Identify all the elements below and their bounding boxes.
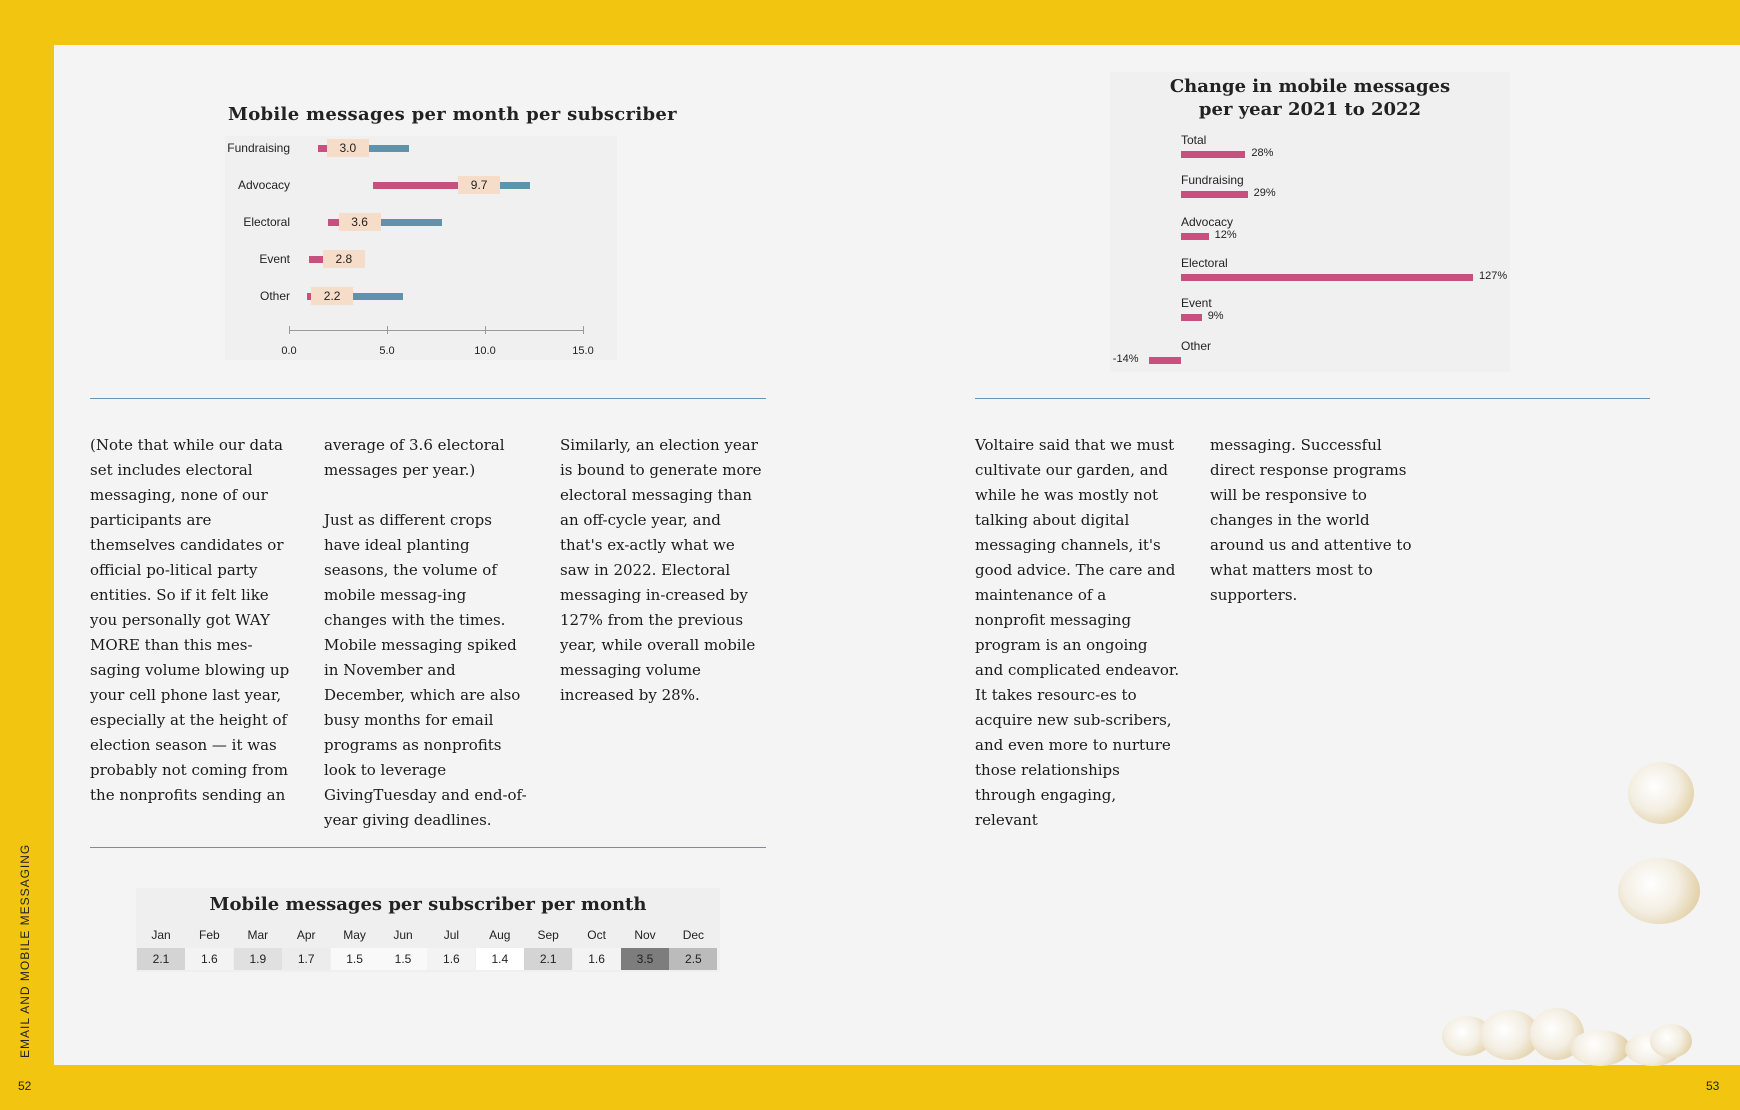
chart2-category-label: Fundraising: [1181, 173, 1244, 187]
chart2-bar: [1148, 357, 1181, 364]
heatmap-month-label: May: [343, 928, 366, 942]
heatmap-month-label: Apr: [296, 928, 316, 942]
chart1-title: Mobile messages per month per subscriber: [228, 104, 677, 125]
chart2-bar: [1181, 191, 1248, 198]
chart2-bar: [1181, 233, 1209, 240]
chart2-value-label: 12%: [1214, 229, 1237, 241]
chart1-bar-high: [347, 145, 409, 152]
text-column-1: (Note that while our data set includes e…: [90, 433, 295, 833]
heatmap-month-label: Sep: [537, 928, 559, 942]
divider-bottom-left: [90, 847, 766, 848]
chart1-data-label: 9.7: [458, 176, 501, 194]
chart2-title: Change in mobile messages per year 2021 …: [1160, 75, 1460, 121]
chart2-value-label: 28%: [1251, 147, 1274, 159]
heatmap-cell: 1.9: [233, 948, 282, 970]
chart2-value-label: 9%: [1207, 310, 1224, 322]
heatmap-cell: 1.5: [330, 948, 379, 970]
chart2-value-label: 127%: [1479, 270, 1508, 282]
text-column-5: messaging. Successful direct response pr…: [1210, 433, 1415, 633]
heatmap-cell: 2.1: [524, 948, 573, 970]
chart1-axis-tick: [289, 326, 290, 334]
chart1-category-label: Event: [259, 252, 290, 266]
heatmap-month-label: Mar: [247, 928, 269, 942]
chart1-bar-high: [479, 182, 531, 189]
chart2-background: [1110, 72, 1510, 372]
paragraph: Voltaire said that we must cultivate our…: [975, 436, 1180, 829]
paragraph: messaging. Successful direct response pr…: [1210, 436, 1412, 604]
chart1-background: [225, 136, 617, 360]
chart1-bar-low: [373, 182, 480, 189]
heatmap-month-label: Nov: [634, 928, 656, 942]
chart2-bar: [1181, 314, 1202, 321]
chart2-title-line2: per year 2021 to 2022: [1198, 99, 1422, 120]
chart2-title-line1: Change in mobile messages: [1169, 76, 1451, 97]
heatmap-month-label: Jul: [443, 928, 460, 942]
heatmap-month-label: Feb: [199, 928, 220, 942]
page-number-right: 53: [1706, 1079, 1720, 1093]
heatmap-cell: 1.6: [572, 948, 621, 970]
heatmap-month-label: Aug: [489, 928, 511, 942]
heatmap-month-label: Dec: [682, 928, 705, 942]
chart1-category-label: Advocacy: [237, 178, 290, 192]
chart1-category-label: Other: [259, 289, 290, 303]
chart1-data-label: 2.2: [311, 287, 354, 305]
chart1-axis-tick: [387, 326, 388, 334]
heatmap-cell: 2.5: [669, 948, 718, 970]
chart1-data-label: 3.6: [338, 213, 381, 231]
chart2-category-label: Electoral: [1181, 256, 1228, 270]
chart1-axis-tick: [485, 326, 486, 334]
heatmap-cell: 2.1: [137, 948, 185, 970]
heatmap-cell: 1.4: [475, 948, 524, 970]
paragraph: Similarly, an election year is bound to …: [560, 436, 762, 704]
chart1-category-label: Electoral: [243, 215, 290, 229]
chart2-value-label: 29%: [1253, 187, 1276, 199]
paragraph: average of 3.6 electoral messages per ye…: [324, 436, 505, 479]
paragraph: Just as different crops have ideal plant…: [324, 511, 527, 829]
heatmap-month-label: Oct: [587, 928, 606, 942]
heatmap-month-label: Jun: [393, 928, 413, 942]
text-column-3: Similarly, an election year is bound to …: [560, 433, 765, 733]
chart2-category-label: Other: [1181, 339, 1212, 353]
heatmap-cell: 1.7: [282, 948, 331, 970]
chart1-tick-label: 5.0: [379, 345, 395, 357]
heatmap-title: Mobile messages per subscriber per month: [209, 894, 647, 915]
chart2-value-label: -14%: [1112, 353, 1139, 365]
page-number-left: 52: [18, 1079, 32, 1093]
chart1-category-label: Fundraising: [227, 141, 290, 155]
chart1-data-label: 2.8: [322, 250, 365, 268]
chart2-category-label: Advocacy: [1181, 215, 1234, 229]
paragraph: (Note that while our data set includes e…: [90, 436, 290, 804]
heatmap-cell: 1.5: [379, 948, 427, 970]
chart1-tick-label: 10.0: [474, 345, 496, 357]
chart2-category-label: Event: [1181, 296, 1212, 310]
heatmap-cell: 1.6: [185, 948, 234, 970]
heatmap-cell: 1.6: [427, 948, 476, 970]
chart1-tick-label: 15.0: [572, 345, 594, 357]
chart2-bar: [1181, 274, 1473, 281]
chart2-bar: [1181, 151, 1246, 158]
chart1-data-label: 3.0: [326, 139, 369, 157]
divider-top-left: [90, 398, 766, 399]
chart1-bar-high: [359, 219, 442, 226]
text-column-2: average of 3.6 electoral messages per ye…: [324, 433, 529, 858]
section-label: EMAIL AND MOBILE MESSAGING: [18, 843, 32, 1058]
chart2-category-label: Total: [1181, 133, 1207, 147]
chart1-tick-label: 0.0: [281, 345, 297, 357]
heatmap-cell: 3.5: [621, 948, 669, 970]
chart1-axis-tick: [583, 326, 584, 334]
heatmap-month-label: Jan: [151, 928, 171, 942]
chart1-bar-high: [332, 293, 403, 300]
chart1-x-axis: [289, 330, 583, 331]
text-column-4: Voltaire said that we must cultivate our…: [975, 433, 1180, 858]
divider-top-right: [975, 398, 1650, 399]
